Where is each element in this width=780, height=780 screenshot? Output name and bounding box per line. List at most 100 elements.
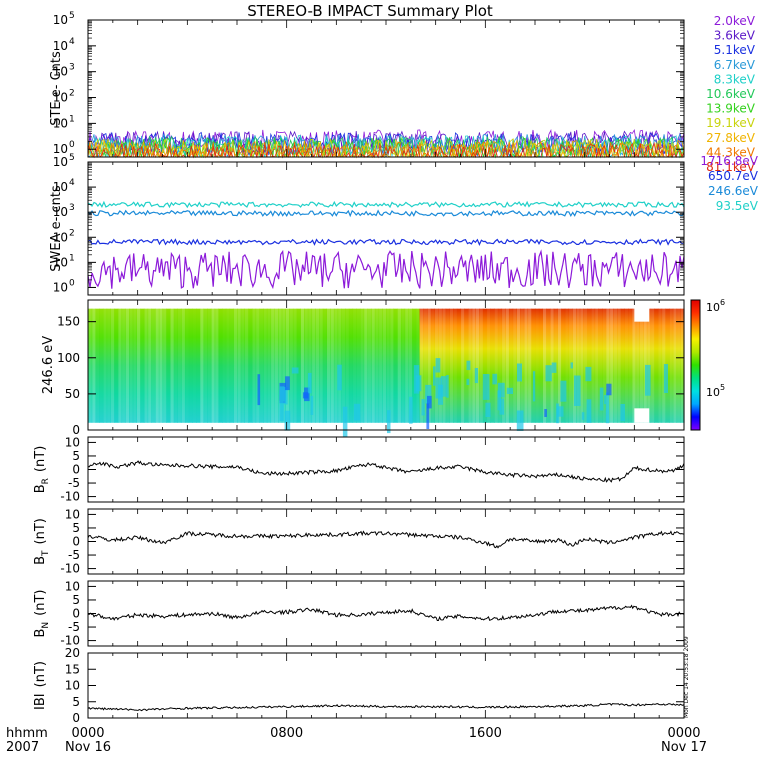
pad-blob	[545, 365, 552, 382]
pad-blob	[560, 380, 567, 402]
x-axis: hhmm 2007 0000 0800 1600 0000 Nov 16 Nov 17	[6, 726, 707, 755]
bt-ylabel-sub: T	[41, 550, 51, 557]
bn-ytick-label: -5	[68, 620, 80, 634]
pad-ytick-label: 50	[65, 387, 80, 401]
bmag-ytick-label: 15	[65, 662, 80, 676]
pad-blob	[497, 382, 505, 398]
pad-column	[464, 308, 469, 423]
pad-blob	[342, 406, 348, 437]
pad-column	[91, 308, 96, 423]
ste-line-7	[87, 138, 685, 159]
pad-blob	[570, 362, 573, 369]
pad-column	[508, 308, 514, 423]
pad-blob	[387, 410, 391, 434]
pad-column	[274, 308, 279, 423]
ste-ytick-exp-4: 4	[69, 37, 75, 47]
pad-blob	[645, 364, 651, 396]
footer-date-end: Nov 17	[661, 740, 707, 755]
ste-series-19.1keV	[87, 138, 685, 159]
pad-column	[162, 308, 167, 423]
x-tick-label: 0000	[71, 726, 104, 741]
ste-ytick-label-2: 10	[53, 91, 68, 105]
pad-column	[106, 308, 111, 423]
pad-column	[371, 308, 376, 423]
bmag-ytick-label: 10	[65, 679, 80, 693]
ste-ytick-label-1: 10	[53, 116, 68, 130]
pad-column	[255, 308, 260, 423]
pad-column	[99, 308, 104, 423]
pad-column	[166, 308, 171, 423]
pad-column	[155, 308, 160, 423]
pad-blob	[497, 390, 501, 411]
swea-series-246.6eV	[87, 209, 685, 218]
pad-column	[438, 308, 443, 423]
legend-entry: 6.7keV	[714, 58, 756, 72]
swea-series-650.7eV	[87, 238, 685, 246]
pad-column	[650, 308, 655, 423]
swea-ytick-label-3: 10	[53, 205, 68, 219]
br-trace	[87, 460, 685, 483]
ste-ytick-exp-5: 5	[69, 11, 75, 21]
pad-blob	[413, 365, 420, 394]
pad-blob	[474, 368, 478, 384]
pad-column	[322, 308, 327, 423]
pad-column	[583, 308, 588, 423]
pad-column	[270, 308, 275, 423]
pad-column	[169, 308, 175, 423]
pad-blob	[606, 383, 612, 396]
pad-gap	[634, 307, 650, 322]
swea-ytick-exp-1: 1	[69, 253, 75, 263]
pad-blob	[279, 400, 284, 421]
pad-column	[456, 308, 462, 423]
pad-column	[605, 308, 611, 423]
pad-column	[672, 308, 678, 423]
pad-blob	[620, 404, 625, 421]
pad-column	[359, 308, 365, 423]
pad-column	[408, 308, 413, 423]
pad-column	[441, 308, 447, 423]
pad-column	[114, 308, 119, 423]
pad-column	[669, 308, 674, 423]
pad-column	[512, 308, 517, 423]
pad-column	[296, 308, 301, 423]
pad-column	[430, 308, 435, 423]
bt-ylabel: BT (nT)	[33, 518, 51, 565]
pad-column	[378, 308, 383, 423]
pad-column	[345, 308, 350, 423]
pad-column	[494, 308, 499, 423]
ste-series-6.7keV	[87, 132, 685, 158]
pad-column	[237, 308, 242, 423]
pad-column	[639, 308, 644, 423]
pad-column	[289, 308, 294, 423]
pad-column	[341, 308, 346, 423]
pad-column	[449, 308, 454, 423]
pad-column	[363, 308, 368, 423]
bmag-ytick-label: 0	[72, 711, 80, 725]
pad-blob	[426, 403, 430, 429]
pad-column	[244, 308, 249, 423]
pad-column	[598, 308, 603, 423]
pad-blob	[517, 363, 522, 382]
pad-blob	[605, 392, 610, 424]
swea-ytick-label-0: 10	[53, 280, 68, 294]
swea-ylabel: SWEA e- cnts	[49, 185, 64, 272]
swea-ytick-exp-0: 0	[69, 278, 75, 288]
pad-ytick-label: 0	[72, 423, 80, 437]
legend: 2.0keV3.6keV5.1keV6.7keV8.3keV10.6keV13.…	[700, 14, 758, 213]
pad-column	[382, 308, 387, 423]
pad-column	[233, 308, 238, 423]
pad-column	[129, 308, 134, 423]
pad-column	[367, 308, 372, 423]
pad-blob	[492, 373, 498, 385]
colorbar-tick-label: 10	[706, 386, 720, 399]
pad-column	[248, 308, 253, 423]
pad-blob	[279, 386, 285, 401]
swea-ytick-exp-2: 2	[69, 228, 75, 238]
swea-line-3	[87, 200, 685, 209]
pad-column	[319, 308, 324, 423]
bn-ylabel-sub: N	[41, 622, 51, 629]
pad-column	[203, 308, 208, 423]
pad-column	[609, 308, 614, 423]
